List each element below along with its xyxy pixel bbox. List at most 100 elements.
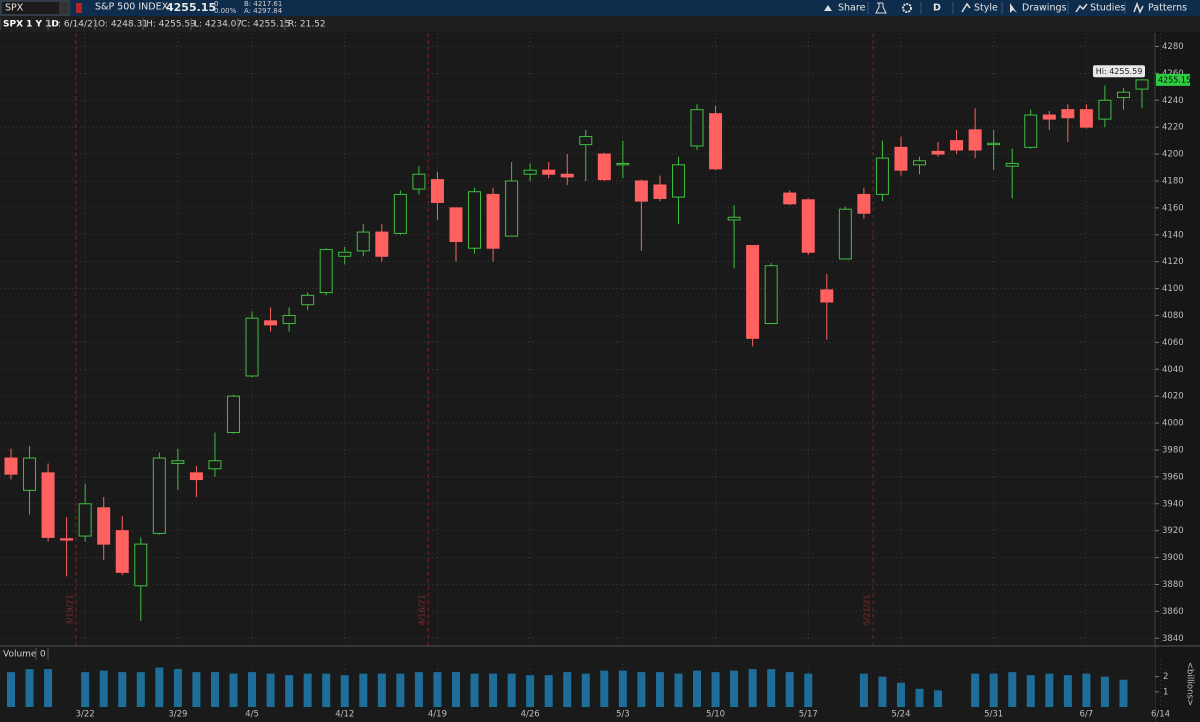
y-tick-label: 4200	[1162, 150, 1184, 160]
candle-body	[1024, 114, 1038, 148]
volume-bar	[1082, 673, 1091, 707]
x-tick-label: 3/22	[76, 710, 95, 720]
candle-body	[560, 173, 574, 178]
volume-bar	[155, 667, 164, 707]
toolbar-button[interactable]: D	[933, 3, 941, 14]
volume-bar	[266, 673, 275, 707]
candle-body	[1098, 99, 1112, 120]
candle-body	[746, 245, 760, 339]
x-tick-label: 5/31	[984, 710, 1003, 720]
volume-bar	[173, 669, 182, 707]
volume-bar	[359, 673, 368, 707]
volume-bar	[674, 673, 683, 707]
volume-bar	[451, 672, 460, 707]
symbol-dropdown[interactable]	[59, 2, 69, 14]
volume-bar	[1063, 675, 1072, 707]
y-tick-label: 3840	[1162, 634, 1184, 644]
volume-bar	[693, 670, 702, 707]
top-bar	[0, 0, 1200, 16]
toolbar-button[interactable]: Drawings	[1022, 3, 1067, 14]
toolbar-button[interactable]: Style	[974, 3, 998, 14]
symbol: SPX	[5, 3, 24, 14]
candle-body	[468, 191, 482, 249]
candle-body	[449, 207, 463, 242]
info-cell: O: 4248.31	[98, 20, 148, 30]
info-cell: D: 6/14/21	[51, 20, 99, 30]
volume-bar	[414, 672, 423, 707]
candle-body	[634, 180, 648, 202]
info-bar	[0, 16, 1200, 32]
volume-bar	[730, 670, 739, 707]
x-tick-label: 5/10	[706, 710, 725, 720]
expiration-label: 4/16/21	[418, 595, 427, 626]
candle-body	[430, 179, 444, 203]
toolbar-button[interactable]: Studies	[1090, 3, 1125, 14]
candle-body	[134, 543, 148, 587]
volume-tick-label: 1	[1163, 687, 1168, 697]
high-badge-bg	[1093, 65, 1145, 78]
x-tick-label: 6/14	[1151, 710, 1170, 720]
candle-body	[801, 199, 815, 253]
y-tick-label: 4040	[1162, 365, 1184, 375]
volume-bar	[303, 673, 312, 707]
candle-body	[857, 193, 871, 214]
flag	[76, 3, 82, 13]
volume-bar	[1026, 675, 1035, 707]
candle-body	[264, 320, 278, 326]
y-tick-label: 4180	[1162, 176, 1184, 186]
candle-body	[597, 153, 611, 181]
volume-bar	[748, 669, 757, 707]
candle-body	[1079, 109, 1093, 128]
y-tick-label: 3940	[1162, 499, 1184, 509]
x-tick-label: 5/3	[616, 710, 630, 720]
toolbar-button[interactable]: Share	[838, 3, 866, 14]
volume-bar	[1045, 673, 1054, 707]
volume-bar	[563, 672, 572, 707]
volume-bar	[544, 675, 553, 707]
candle-body	[319, 249, 333, 294]
x-tick-label: 6/7	[1080, 710, 1094, 720]
patterns-icon	[1133, 1, 1144, 14]
toolbar-button[interactable]: Patterns	[1148, 3, 1187, 14]
x-tick-label: 5/24	[891, 710, 910, 720]
candle-body	[152, 457, 166, 534]
volume-bar	[118, 672, 127, 707]
candle-body	[950, 140, 964, 151]
candle-body	[60, 538, 74, 541]
volume-bar	[377, 673, 386, 707]
y-tick-label: 3860	[1162, 607, 1184, 617]
volume-bar	[470, 673, 479, 707]
candle-body	[301, 294, 315, 306]
volume-bar	[785, 672, 794, 707]
candle-body	[4, 457, 18, 475]
candle-body	[1135, 79, 1149, 90]
candle-body	[653, 184, 667, 199]
info-cell: L: 4234.07	[194, 20, 242, 30]
volume-bar	[637, 672, 646, 707]
candle-body	[894, 146, 908, 171]
flask-icon[interactable]	[875, 2, 887, 14]
drawings-icon	[1010, 3, 1017, 13]
volume-bar	[1119, 679, 1128, 707]
volume-bar	[655, 672, 664, 707]
volume-bar	[322, 673, 331, 707]
volume-bar	[396, 673, 405, 707]
last-price: 4255.15	[166, 1, 216, 14]
change-pct: 0.00%	[214, 7, 237, 15]
volume-bar	[711, 672, 720, 707]
volume-bar	[767, 669, 776, 707]
x-tick-label: 4/26	[521, 710, 540, 720]
candle-body	[338, 251, 352, 257]
candle-body	[764, 265, 778, 325]
y-tick-label: 3920	[1162, 526, 1184, 536]
candle-body	[115, 530, 129, 573]
expiration-label: 5/21/21	[863, 595, 872, 626]
settings-icon[interactable]	[902, 3, 912, 13]
ask: A: 4297.84	[244, 7, 283, 15]
candle-body	[171, 460, 185, 464]
candle-body	[1005, 162, 1019, 167]
x-tick-label: 4/12	[335, 710, 354, 720]
volume-bar	[971, 673, 980, 707]
volume-bar	[896, 682, 905, 707]
volume-bar	[192, 672, 201, 707]
